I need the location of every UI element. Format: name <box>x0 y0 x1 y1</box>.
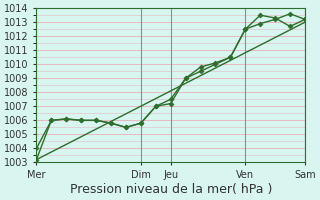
X-axis label: Pression niveau de la mer( hPa ): Pression niveau de la mer( hPa ) <box>69 183 272 196</box>
